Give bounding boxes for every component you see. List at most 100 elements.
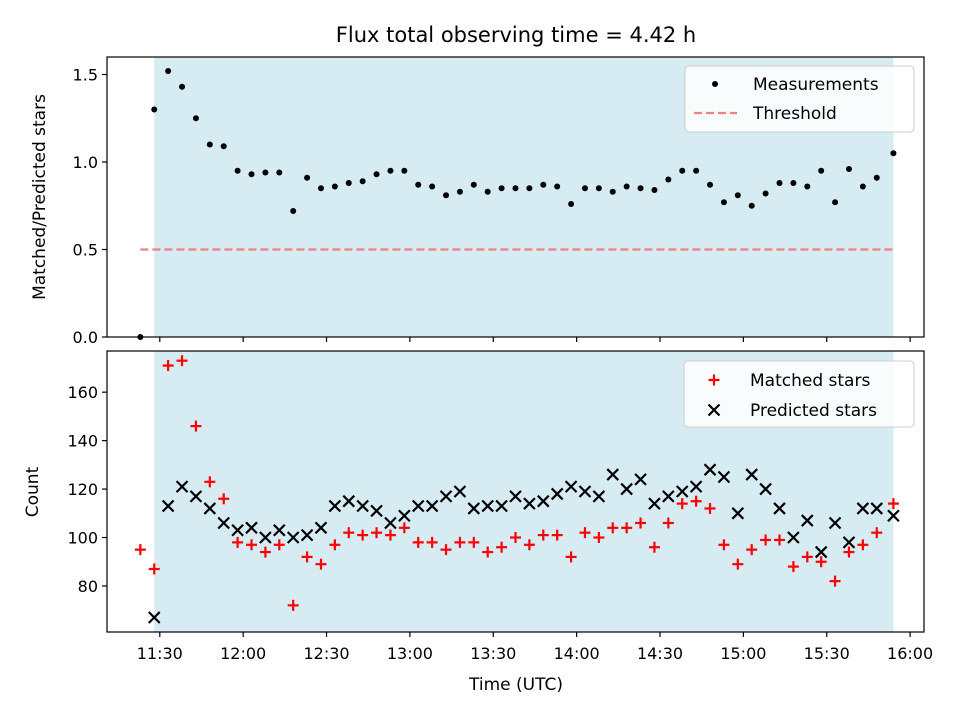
- cross-stroke: [675, 485, 689, 498]
- measurement-point: [651, 187, 658, 193]
- cross-stroke: [384, 516, 397, 530]
- measurement-point: [290, 208, 297, 214]
- figure-title: Flux total observing time = 4.42 h: [336, 23, 696, 47]
- cross-stroke: [314, 521, 328, 535]
- cross-stroke: [509, 490, 522, 503]
- matched-star-point: [648, 541, 660, 553]
- matched-star-point: [468, 536, 480, 548]
- cross-stroke: [147, 611, 161, 624]
- measurement-point: [498, 185, 505, 192]
- measurement-point: [665, 176, 672, 183]
- count-y-tick-label: 140: [67, 432, 98, 451]
- x-tick-label: 14:30: [637, 644, 683, 663]
- cross-stroke: [203, 502, 217, 515]
- cross-stroke: [453, 485, 467, 498]
- measurement-point: [554, 183, 561, 190]
- predicted-star-point: [801, 514, 814, 527]
- predicted-star-point: [648, 497, 661, 510]
- matched-star-point: [635, 517, 647, 529]
- measurement-point: [179, 83, 186, 90]
- count-legend-box: [683, 360, 915, 428]
- cross-stroke: [592, 490, 606, 503]
- matched-star-point: [315, 558, 327, 570]
- predicted-star-point: [286, 531, 300, 544]
- predicted-star-point: [467, 502, 481, 515]
- x-tick-label: 15:30: [804, 644, 850, 663]
- cross-stroke: [703, 463, 717, 476]
- measurement-point: [345, 180, 352, 186]
- count-y-axis-label: Count: [23, 466, 43, 517]
- matched-star-point: [190, 420, 202, 432]
- measurement-point: [429, 183, 436, 190]
- cross-stroke: [759, 482, 772, 496]
- cross-stroke: [495, 499, 508, 513]
- matched-star-point: [454, 536, 466, 548]
- matched-star-point: [287, 599, 299, 611]
- matched-star-point: [204, 476, 216, 488]
- matched-star-point: [384, 529, 396, 541]
- legend-predicted-marker: [707, 403, 721, 417]
- matched-star-point: [510, 532, 521, 544]
- x-tick-label: 11:30: [137, 644, 183, 663]
- matched-star-point: [676, 498, 688, 510]
- predicted-star-point: [828, 516, 842, 530]
- predicted-star-point: [887, 509, 900, 523]
- matched-star-point: [176, 355, 188, 367]
- cross-stroke: [537, 494, 550, 508]
- predicted-star-point: [745, 468, 758, 481]
- predicted-star-point: [356, 499, 369, 513]
- ratio-axes: 0.0 0.5 1.0 1.5: [73, 56, 925, 347]
- predicted-star-point: [523, 497, 536, 510]
- measurement-point: [165, 68, 172, 74]
- measurement-point: [359, 178, 366, 185]
- ratio-panel: 0.0 0.5 1.0 1.5 Matched/Predicted stars Mea…: [30, 56, 925, 347]
- measurement-point: [151, 106, 158, 113]
- cross-stroke: [606, 468, 620, 481]
- count-panel: 80 100 120 140 160 11:30 12:00 12:30 13:00 13:30 1…: [23, 350, 933, 695]
- cross-stroke: [787, 531, 800, 544]
- count-legend: Matched stars Predicted stars: [683, 360, 915, 428]
- count-axes: 80 100 120 140 160 11:30 12:00 12:30 13:00 13:30 1…: [67, 350, 933, 663]
- matched-star-point: [357, 529, 369, 541]
- matched-star-point: [760, 534, 772, 546]
- predicted-star-point: [814, 545, 828, 559]
- measurement-point: [748, 202, 755, 209]
- measurement-point: [720, 199, 727, 206]
- measurement-point: [609, 188, 616, 195]
- x-tick-label: 13:30: [470, 644, 516, 663]
- predicted-star-point: [550, 487, 564, 501]
- ratio-y-tick-label: 1.5: [73, 66, 98, 85]
- matched-star-point: [857, 539, 869, 551]
- matched-star-point: [773, 534, 785, 546]
- matched-star-point: [690, 495, 702, 507]
- predicted-star-point: [481, 499, 494, 513]
- cross-stroke: [828, 516, 842, 530]
- measurement-point: [470, 181, 477, 188]
- cross-stroke: [870, 502, 884, 515]
- measurement-point: [568, 201, 575, 207]
- measurement-point: [693, 167, 700, 174]
- measurement-point: [415, 181, 422, 188]
- predicted-star-point: [161, 499, 175, 513]
- predicted-star-point: [759, 482, 772, 496]
- matched-star-point: [162, 360, 174, 372]
- predicted-star-point: [328, 499, 342, 513]
- legend-matched-marker: [708, 374, 720, 386]
- predicted-star-point: [425, 499, 439, 513]
- measurement-points: [137, 68, 897, 340]
- cross-stroke: [342, 494, 356, 508]
- matched-star-point: [329, 539, 341, 551]
- matched-star-point: [579, 527, 591, 539]
- measurement-point: [890, 150, 897, 157]
- ratio-legend: Measurements Threshold: [684, 65, 915, 133]
- predicted-star-point: [384, 516, 397, 530]
- matched-star-point: [843, 546, 855, 558]
- cross-stroke: [634, 473, 647, 486]
- predicted-star-point: [856, 502, 870, 515]
- count-points: [134, 355, 900, 624]
- matched-star-point: [551, 529, 563, 541]
- measurement-point: [776, 180, 783, 186]
- cross-stroke: [245, 521, 258, 535]
- predicted-star-point: [509, 490, 522, 503]
- cross-stroke: [662, 490, 675, 503]
